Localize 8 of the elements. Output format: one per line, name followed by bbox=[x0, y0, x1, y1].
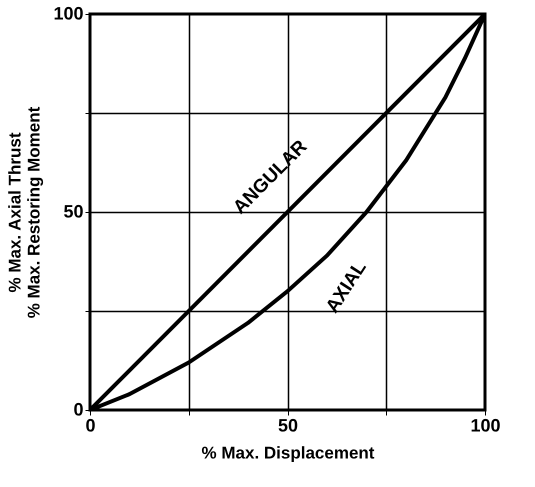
x-axis-title: % Max. Displacement bbox=[202, 444, 375, 462]
y-axis-title: % Max. Axial Thrust % Max. Restoring Moment bbox=[5, 106, 44, 318]
y-tick-label: 50 bbox=[63, 202, 84, 222]
y-tick-label: 100 bbox=[53, 4, 84, 24]
x-tick-label: 50 bbox=[278, 416, 298, 436]
x-tick-label: 100 bbox=[470, 416, 501, 436]
y-tick-label: 0 bbox=[73, 400, 84, 420]
x-tick-label: 0 bbox=[85, 416, 96, 436]
